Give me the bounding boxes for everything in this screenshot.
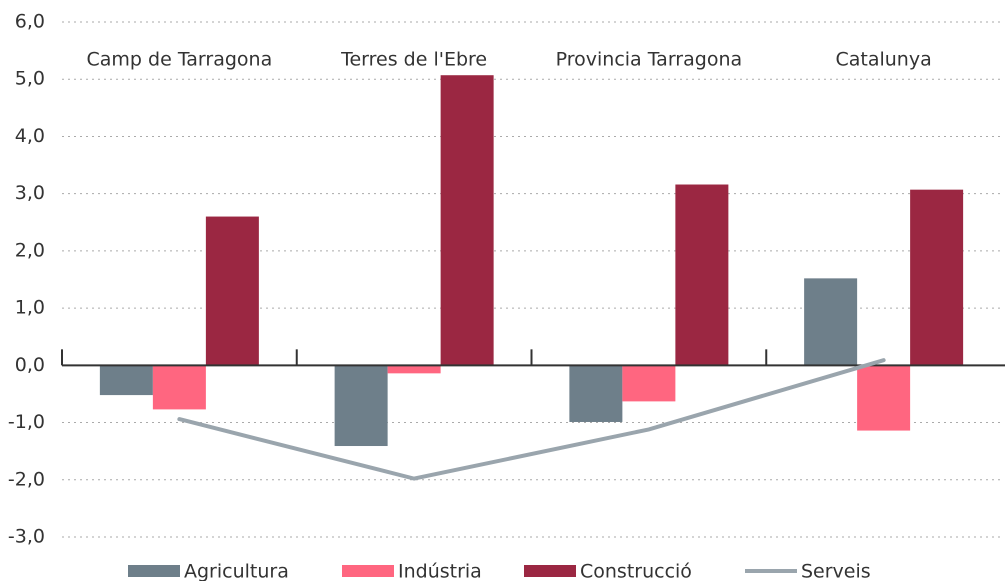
y-tick-label: 4,0 bbox=[15, 125, 45, 147]
legend-label: Agricultura bbox=[184, 561, 289, 581]
bar bbox=[440, 75, 494, 366]
y-tick-label: -3,0 bbox=[8, 526, 45, 548]
bar bbox=[857, 365, 911, 431]
bar bbox=[675, 184, 729, 366]
category-label: Terres de l'Ebre bbox=[340, 49, 487, 71]
bar bbox=[205, 216, 259, 366]
legend-swatch bbox=[128, 565, 180, 577]
y-tick-label: 6,0 bbox=[15, 11, 45, 33]
y-tick-label: 3,0 bbox=[15, 182, 45, 204]
bar bbox=[152, 365, 206, 410]
y-tick-label: 2,0 bbox=[15, 239, 45, 261]
category-label: Camp de Tarragona bbox=[87, 49, 273, 71]
y-tick-label: 1,0 bbox=[15, 297, 45, 319]
legend-swatch bbox=[524, 565, 576, 577]
y-tick-label: 0,0 bbox=[15, 354, 45, 376]
bar bbox=[99, 365, 153, 396]
bar bbox=[910, 189, 964, 366]
category-label: Provincia Tarragona bbox=[556, 49, 743, 71]
legend-label: Indústria bbox=[398, 561, 482, 581]
y-tick-label: 5,0 bbox=[15, 68, 45, 90]
line-series bbox=[177, 358, 886, 481]
legend-label: Construcció bbox=[580, 561, 692, 581]
bar bbox=[387, 365, 441, 374]
bar bbox=[804, 278, 858, 366]
y-tick-label: -2,0 bbox=[8, 468, 45, 490]
bar bbox=[622, 365, 676, 402]
bar bbox=[334, 365, 388, 447]
legend-swatch bbox=[342, 565, 394, 577]
y-tick-label: -1,0 bbox=[8, 411, 45, 433]
legend-label: Serveis bbox=[801, 561, 871, 581]
category-label: Catalunya bbox=[835, 49, 931, 71]
bar bbox=[569, 365, 623, 422]
